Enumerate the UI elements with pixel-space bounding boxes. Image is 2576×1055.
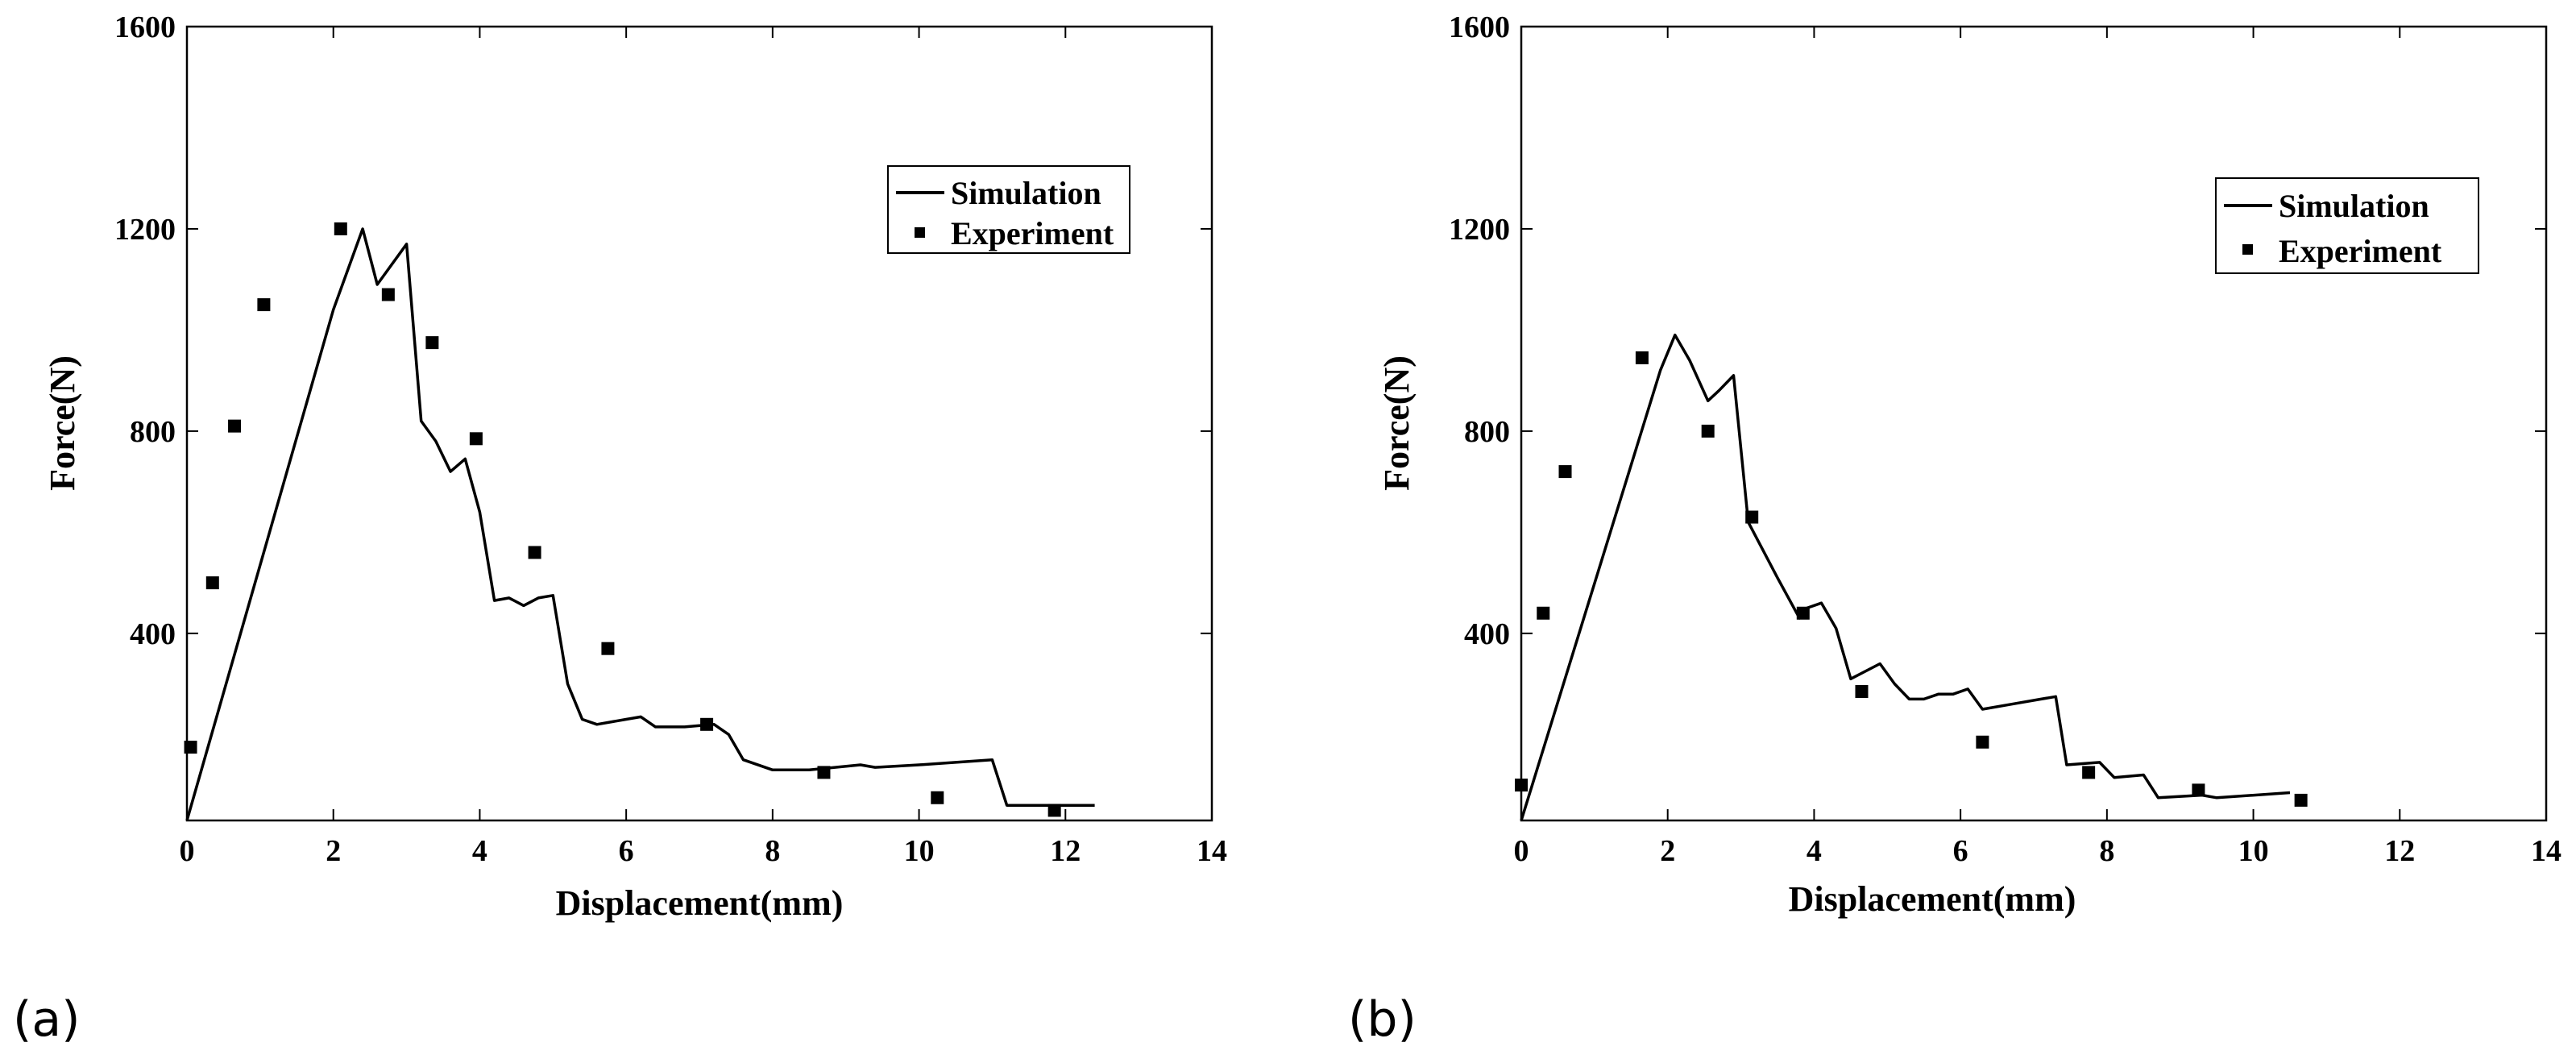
legend-b: Simulation Experiment — [2215, 177, 2479, 274]
x-tick-label-a: 14 — [1197, 834, 1227, 868]
experiment-point-b — [1745, 510, 1759, 524]
x-tick-label-a: 8 — [765, 834, 780, 868]
plot-area-a — [185, 25, 1213, 822]
experiment-series-a — [184, 222, 1061, 817]
chart-panel-b: 0 2 4 6 8 10 12 14 400 800 1200 1600 Displacement(m… — [1377, 10, 2561, 919]
x-tick-label-a: 12 — [1050, 834, 1081, 868]
x-tick-label-b: 0 — [1514, 834, 1529, 868]
experiment-point-a — [700, 717, 714, 731]
legend-label-simulation-b: Simulation — [2279, 188, 2429, 224]
x-tick-label-b: 8 — [2099, 834, 2114, 868]
legend-label-experiment-a: Experiment — [951, 215, 1114, 251]
experiment-point-a — [1047, 804, 1061, 817]
tick-labels-a: 0 2 4 6 8 10 12 14 400 800 1200 1600 — [114, 10, 1227, 868]
experiment-point-b — [1537, 606, 1550, 620]
x-tick-label-a: 2 — [326, 834, 341, 868]
experiment-point-a — [817, 766, 831, 779]
panel-label-a: (a) — [13, 991, 81, 1048]
experiment-point-a — [184, 741, 197, 754]
experiment-series-b — [1515, 351, 2308, 807]
experiment-point-b — [2192, 783, 2205, 797]
x-tick-label-b: 4 — [1807, 834, 1822, 868]
x-tick-label-b: 14 — [2531, 834, 2561, 868]
x-tick-label-a: 6 — [619, 834, 634, 868]
y-tick-label-b: 1200 — [1449, 213, 1510, 247]
x-tick-label-a: 10 — [904, 834, 935, 868]
experiment-point-a — [528, 546, 541, 559]
y-axis-label-b: Force(N) — [1377, 355, 1417, 491]
experiment-point-b — [1558, 465, 1572, 479]
y-tick-label-a: 1200 — [114, 213, 176, 247]
x-axis-label-b: Displacement(mm) — [1789, 879, 2076, 919]
simulation-series-a — [185, 227, 1095, 821]
simulation-line-b — [1520, 333, 2291, 821]
experiment-point-b — [2082, 766, 2096, 779]
y-axis-label-a: Force(N) — [43, 355, 82, 491]
x-tick-label-b: 6 — [1953, 834, 1968, 868]
experiment-point-b — [1515, 779, 1528, 792]
legend-box-b — [2215, 177, 2479, 274]
legend-a: Simulation Experiment — [887, 165, 1130, 254]
x-tick-label-b: 12 — [2384, 834, 2415, 868]
y-tick-label-b: 800 — [1464, 415, 1510, 449]
legend-box-a — [887, 165, 1130, 254]
x-tick-label-b: 2 — [1660, 834, 1675, 868]
simulation-line-a — [185, 227, 1095, 821]
axis-ticks-a — [186, 26, 1213, 820]
legend-label-simulation-a: Simulation — [951, 175, 1101, 211]
y-tick-label-a: 400 — [130, 617, 176, 651]
chart-panel-a: 0 2 4 6 8 10 12 14 400 800 1200 1600 Displacement(m… — [43, 10, 1227, 923]
experiment-point-a — [334, 222, 347, 235]
tick-labels-b: 0 2 4 6 8 10 12 14 400 800 1200 1600 — [1449, 10, 2561, 868]
experiment-point-a — [381, 288, 395, 301]
experiment-point-a — [931, 791, 944, 804]
experiment-point-b — [1635, 351, 1649, 364]
experiment-point-a — [601, 642, 615, 655]
experiment-point-b — [2294, 793, 2308, 807]
y-tick-label-a: 800 — [130, 415, 176, 449]
experiment-point-a — [469, 432, 483, 446]
y-tick-label-b: 400 — [1464, 617, 1510, 651]
axis-ticks-b — [1520, 26, 2547, 820]
x-tick-label-a: 4 — [472, 834, 487, 868]
experiment-point-b — [1855, 685, 1869, 699]
y-tick-label-b: 1600 — [1449, 10, 1510, 44]
legend-label-experiment-b: Experiment — [2279, 233, 2442, 269]
x-tick-label-a: 0 — [180, 834, 195, 868]
experiment-point-a — [205, 576, 219, 590]
experiment-point-a — [228, 419, 242, 433]
y-tick-label-a: 1600 — [114, 10, 176, 44]
experiment-point-b — [1976, 735, 1989, 749]
experiment-point-b — [1701, 424, 1715, 438]
legend-marker-experiment-b — [2242, 244, 2253, 255]
panel-label-b: (b) — [1348, 991, 1417, 1048]
x-axis-label-a: Displacement(mm) — [556, 883, 844, 923]
x-tick-label-b: 10 — [2238, 834, 2269, 868]
experiment-point-a — [425, 336, 439, 350]
experiment-point-b — [1796, 606, 1810, 620]
plot-area-b — [1520, 25, 2548, 822]
simulation-series-b — [1520, 333, 2291, 821]
legend-marker-experiment-a — [915, 227, 925, 238]
experiment-point-a — [257, 298, 271, 312]
